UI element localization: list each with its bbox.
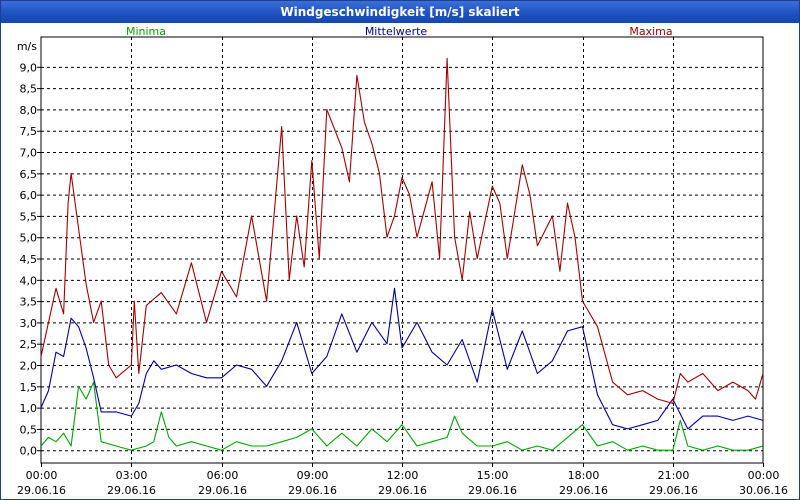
x-tick-time: 00:00 xyxy=(748,469,780,482)
y-tick-label: 4,5 xyxy=(20,253,38,266)
series-line-mittelwerte xyxy=(40,287,764,430)
x-tick-time: 18:00 xyxy=(568,469,600,482)
x-tick-time: 21:00 xyxy=(658,469,690,482)
y-tick-label: 5,0 xyxy=(20,232,38,245)
y-tick-label: 8,0 xyxy=(20,104,38,117)
y-tick-label: 3,5 xyxy=(20,296,38,309)
x-tick-time: 03:00 xyxy=(116,469,148,482)
x-tick-date: 29.06.16 xyxy=(198,484,247,497)
y-tick-label: 7,0 xyxy=(20,147,38,160)
x-tick-date: 29.06.16 xyxy=(17,484,66,497)
x-tick-time: 00:00 xyxy=(26,469,58,482)
series-line-maxima xyxy=(40,57,764,404)
x-tick-date: 30.06.16 xyxy=(739,484,788,497)
x-tick-time: 15:00 xyxy=(477,469,509,482)
y-tick-label: 3,0 xyxy=(20,317,38,330)
x-tick-date: 29.06.16 xyxy=(559,484,608,497)
y-tick-label: 4,0 xyxy=(20,274,38,287)
y-tick-label: 2,0 xyxy=(20,360,38,373)
legend-mittelwerte: Mittelwerte xyxy=(365,25,428,38)
x-tick-date: 29.06.16 xyxy=(468,484,517,497)
y-tick-label: 0,0 xyxy=(20,445,38,458)
y-tick-label: 6,0 xyxy=(20,189,38,202)
y-axis-label: m/s xyxy=(17,40,37,53)
x-tick-time: 06:00 xyxy=(207,469,239,482)
y-tick-label: 1,0 xyxy=(20,402,38,415)
x-tick-date: 29.06.16 xyxy=(107,484,156,497)
y-tick-label: 9,0 xyxy=(20,61,38,74)
y-tick-label: 0,5 xyxy=(20,423,38,436)
y-tick-label: 8,5 xyxy=(20,83,38,96)
x-tick-date: 29.06.16 xyxy=(288,484,337,497)
y-tick-label: 2,5 xyxy=(20,338,38,351)
legend-minima: Minima xyxy=(126,25,166,38)
wind-speed-chart: 0,0 0,5 1,0 1,5 2,0 2,5 3,0 3,5 4,0 4,5 5,0 5,5 6,0 6… xyxy=(17,25,788,497)
x-tick-time: 09:00 xyxy=(297,469,329,482)
legend-maxima: Maxima xyxy=(629,25,672,38)
y-tick-label: 5,5 xyxy=(20,210,38,223)
x-tick-date: 29.06.16 xyxy=(378,484,427,497)
window-title: Windgeschwindigkeit [m/s] skaliert xyxy=(1,1,799,23)
x-tick-time: 12:00 xyxy=(387,469,419,482)
y-tick-label: 1,5 xyxy=(20,381,38,394)
y-tick-label: 7,5 xyxy=(20,125,38,138)
y-tick-label: 6,5 xyxy=(20,168,38,181)
x-tick-date: 29.06.16 xyxy=(649,484,698,497)
series-line-minima xyxy=(40,381,764,451)
